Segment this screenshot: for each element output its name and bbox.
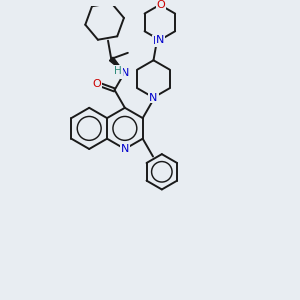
Polygon shape <box>110 57 125 73</box>
Text: N: N <box>149 92 158 103</box>
Text: O: O <box>156 0 165 10</box>
Text: N: N <box>156 35 164 45</box>
Text: N: N <box>121 68 129 78</box>
Text: H: H <box>114 66 122 76</box>
Text: N: N <box>153 36 161 46</box>
Text: N: N <box>121 144 129 154</box>
Text: O: O <box>93 79 101 88</box>
